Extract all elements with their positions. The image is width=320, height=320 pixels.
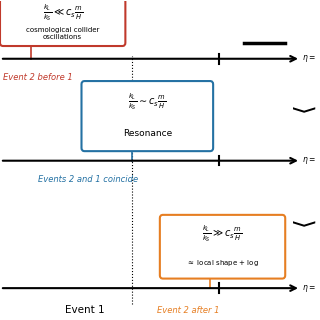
Text: $\eta=$: $\eta=$	[302, 155, 316, 166]
Text: Event 2 before 1: Event 2 before 1	[3, 73, 73, 82]
Text: $\frac{k_L}{k_S} \ll c_s \frac{m}{H}$: $\frac{k_L}{k_S} \ll c_s \frac{m}{H}$	[43, 3, 83, 23]
Text: $\eta=$: $\eta=$	[302, 53, 316, 64]
Text: Events 2 and 1 coincide: Events 2 and 1 coincide	[38, 175, 138, 184]
Text: $\eta=$: $\eta=$	[302, 283, 316, 294]
Text: Resonance: Resonance	[123, 130, 172, 139]
Text: $\frac{k_L}{k_S} \gg c_s \frac{m}{H}$: $\frac{k_L}{k_S} \gg c_s \frac{m}{H}$	[202, 224, 243, 244]
FancyBboxPatch shape	[0, 0, 125, 46]
Text: $\frac{k_L}{k_S} \sim c_s \frac{m}{H}$: $\frac{k_L}{k_S} \sim c_s \frac{m}{H}$	[128, 92, 166, 112]
Text: $\approx$ local shape + log: $\approx$ local shape + log	[186, 258, 259, 268]
Text: $\langle$: $\langle$	[293, 220, 318, 229]
Text: Event 1: Event 1	[65, 306, 104, 316]
FancyBboxPatch shape	[160, 215, 285, 279]
Text: Event 2 after 1: Event 2 after 1	[157, 306, 219, 315]
Text: $\langle$: $\langle$	[293, 105, 318, 115]
Text: cosmological collider
oscillations: cosmological collider oscillations	[26, 27, 100, 40]
FancyBboxPatch shape	[82, 81, 213, 151]
